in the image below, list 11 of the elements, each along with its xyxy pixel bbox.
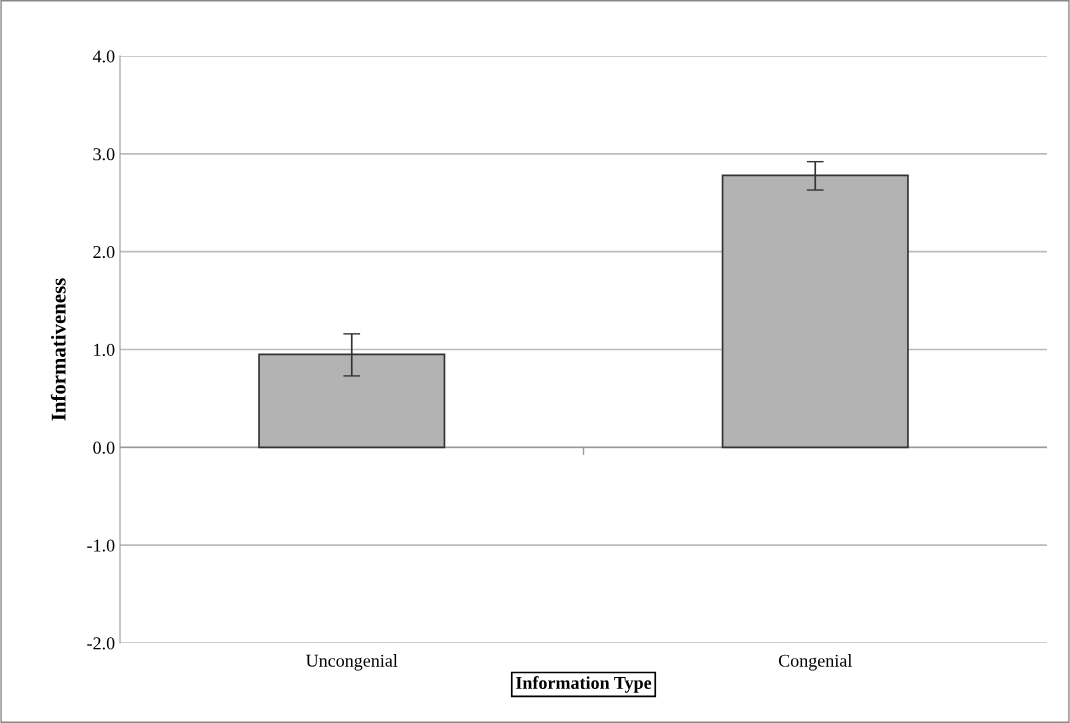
y-tick-label: 0.0 — [93, 441, 115, 454]
y-tick-label: 1.0 — [94, 343, 115, 357]
x-tick-label: Uncongenial — [306, 654, 398, 671]
y-tick-label: -2.0 — [87, 637, 115, 650]
y-tick-label: 3.0 — [93, 148, 115, 161]
y-tick-label: -1.0 — [87, 539, 115, 552]
y-axis-title: Informativeness — [50, 278, 66, 421]
x-tick-label: Congenial — [778, 654, 852, 671]
x-axis-title: Information Type — [515, 676, 652, 693]
y-tick-label: 2.0 — [93, 245, 115, 259]
y-tick-label: 4.0 — [92, 50, 115, 63]
